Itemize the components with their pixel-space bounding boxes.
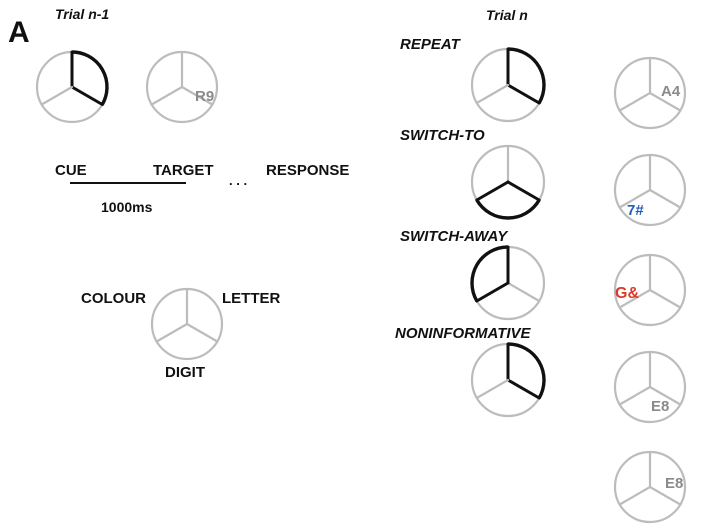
target-label: TARGET	[153, 162, 214, 179]
cue-wheel-switch-away	[470, 245, 546, 321]
cue-wheel-switch-away-rim	[470, 245, 546, 321]
response-label: RESPONSE	[266, 162, 350, 179]
legend-wheel-spoke-1	[185, 322, 219, 343]
cue-wheel-repeat-arc	[507, 47, 546, 104]
target-wheel-prev	[145, 50, 219, 124]
legend-wheel-rim	[150, 287, 224, 361]
cue-wheel-noninformative	[470, 342, 546, 418]
target-wheel-repeat-spoke-2	[618, 91, 652, 112]
cue-wheel-noninformative-spoke-2	[475, 378, 510, 400]
cue-wheel-switch-to-spoke-2	[475, 180, 510, 202]
cue-wheel-prev	[35, 50, 109, 124]
duration-label: 1000ms	[101, 199, 153, 215]
cue-wheel-switch-to-arc	[475, 199, 541, 220]
ellipsis: . . .	[229, 173, 248, 188]
target-wheel-prev-rim	[145, 50, 219, 124]
cue-wheel-repeat-spoke-2	[475, 83, 510, 105]
cue-wheel-switch-away-spoke-2	[475, 281, 510, 303]
target-stimulus-noninformative: E8	[651, 398, 670, 415]
target-wheel-noninformative	[613, 350, 687, 424]
target-stimulus-switch-to: 7#	[627, 202, 644, 219]
target-wheel-switch-to-spoke-1	[648, 188, 682, 209]
target-wheel-noninformative-spoke-2	[618, 385, 652, 406]
target-wheel-switch-to-rim	[613, 153, 687, 227]
condition-switch-away: SWITCH-AWAY	[400, 228, 508, 245]
target-wheel-switch-away-spoke-1	[648, 288, 682, 309]
cue-wheel-repeat-rim	[470, 47, 546, 123]
condition-switch-to: SWITCH-TO	[400, 127, 485, 144]
panel-label: A	[8, 16, 30, 49]
cue-wheel-noninformative-rim	[470, 342, 546, 418]
target-stimulus-repeat: A4	[661, 83, 681, 100]
legend-wheel-spoke-2	[155, 322, 189, 343]
digit-label: DIGIT	[165, 364, 205, 381]
cue-wheel-prev-spoke-2	[40, 85, 74, 106]
condition-repeat: REPEAT	[400, 36, 460, 53]
cue-wheel-switch-to	[470, 144, 546, 220]
target-wheel-extra-spoke-2	[618, 485, 652, 506]
trial-prev-header: Trial n-1	[55, 6, 110, 22]
target-stimulus-prev: R9	[195, 88, 215, 105]
cue-wheel-prev-rim	[35, 50, 109, 124]
colour-label: COLOUR	[81, 290, 146, 307]
target-stimulus-switch-away: G&	[615, 285, 639, 302]
cue-wheel-noninformative-spoke-1	[506, 378, 541, 400]
cue-wheel-switch-away-arc	[470, 245, 509, 302]
cue-wheel-repeat-spoke-1	[506, 83, 541, 105]
cue-wheel-prev-spoke-1	[70, 85, 104, 106]
cue-wheel-switch-to-spoke-1	[506, 180, 541, 202]
cue-wheel-switch-away-spoke-1	[506, 281, 541, 303]
legend-wheel	[150, 287, 224, 361]
target-stimulus-extra: E8	[665, 475, 684, 492]
trial-n-header: Trial n	[486, 7, 528, 23]
cue-wheel-switch-to-rim	[470, 144, 546, 220]
cue-wheel-prev-arc	[71, 50, 109, 106]
letter-label: LETTER	[222, 290, 281, 307]
cue-wheel-noninformative-arc	[507, 342, 546, 399]
target-wheel-noninformative-rim	[613, 350, 687, 424]
timeline-line	[70, 182, 186, 184]
target-wheel-switch-to	[613, 153, 687, 227]
cue-label: CUE	[55, 162, 87, 179]
condition-noninformative: NONINFORMATIVE	[395, 325, 531, 342]
cue-wheel-repeat	[470, 47, 546, 123]
target-wheel-prev-spoke-2	[150, 85, 184, 106]
